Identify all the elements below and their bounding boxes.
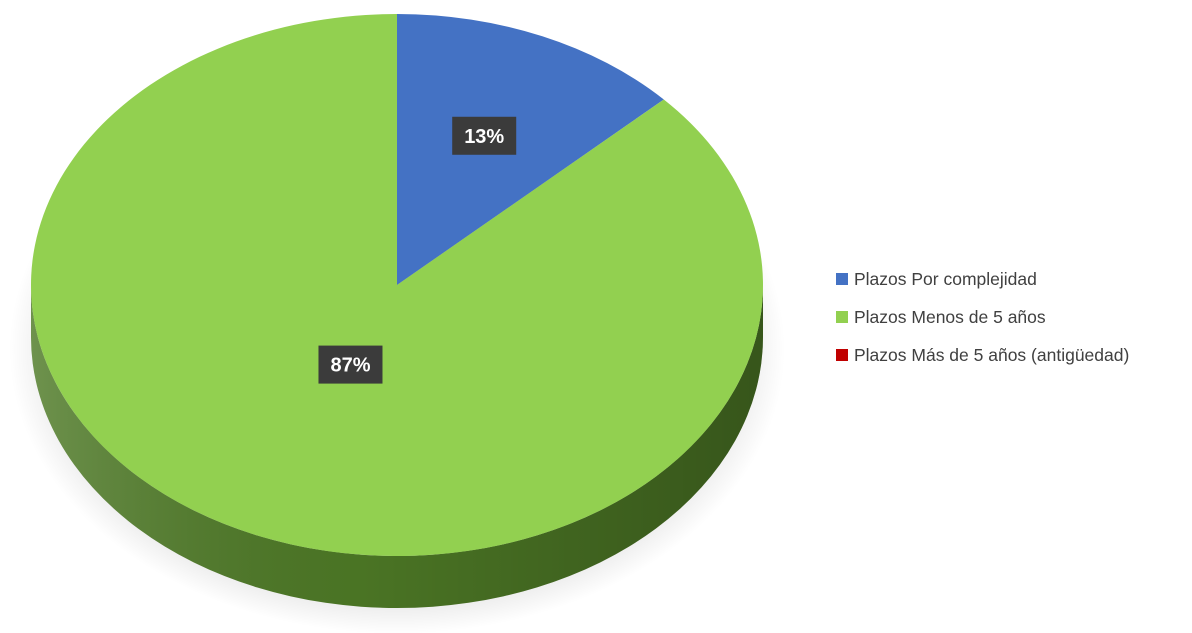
legend-swatch: [836, 311, 848, 323]
pie-data-labels: 13% 87%: [318, 116, 517, 384]
legend-swatch: [836, 349, 848, 361]
data-label-text: 13%: [464, 126, 504, 148]
legend-item-plazos-menos-de-5-anos: Plazos Menos de 5 años: [836, 306, 1129, 328]
data-label-plazos-por-complejidad: 13%: [452, 116, 517, 155]
chart-legend: Plazos Por complejidad Plazos Menos de 5 …: [836, 268, 1129, 366]
pie-slices: [30, 14, 763, 556]
pie-slice-plazos-menos-de-5-anos: [30, 14, 763, 556]
legend-swatch: [836, 273, 848, 285]
legend-item-plazos-por-complejidad: Plazos Por complejidad: [836, 268, 1129, 290]
data-label-box: [318, 345, 383, 384]
legend-item-plazos-mas-de-5-anos-antiguedad: Plazos Más de 5 años (antigüedad): [836, 344, 1129, 366]
pie-slice-plazos-por-complejidad: [397, 14, 664, 285]
data-label-box: [452, 116, 517, 155]
pie-sides: [31, 285, 763, 608]
data-label-plazos-menos-de-5-anos: 87%: [318, 345, 383, 384]
legend-label: Plazos Por complejidad: [854, 268, 1037, 289]
data-label-text: 87%: [330, 355, 370, 377]
pie-side-shade-plazos-menos-de-5-anos: [31, 285, 763, 608]
legend-label: Plazos Más de 5 años (antigüedad): [854, 344, 1130, 365]
legend-label: Plazos Menos de 5 años: [854, 306, 1046, 327]
